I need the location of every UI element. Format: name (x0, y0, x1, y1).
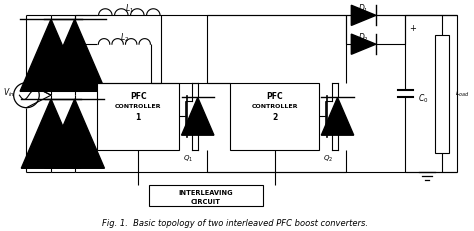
Text: +: + (410, 24, 416, 33)
Text: CONTROLLER: CONTROLLER (115, 104, 162, 109)
Text: $V_{in}$: $V_{in}$ (3, 86, 15, 99)
Text: $L_1$: $L_1$ (125, 2, 134, 15)
Polygon shape (20, 19, 82, 91)
Text: CONTROLLER: CONTROLLER (251, 104, 298, 109)
Polygon shape (351, 34, 376, 54)
Polygon shape (21, 99, 81, 168)
Polygon shape (351, 5, 376, 25)
Text: 2: 2 (272, 113, 277, 122)
Text: $C_0$: $C_0$ (418, 92, 428, 105)
Polygon shape (321, 97, 354, 135)
Polygon shape (45, 99, 104, 168)
Bar (230, 83, 319, 150)
Text: $D_1$: $D_1$ (358, 2, 369, 15)
Text: PFC: PFC (266, 92, 283, 101)
Text: Fig. 1.  Basic topology of two interleaved PFC boost converters.: Fig. 1. Basic topology of two interleave… (102, 219, 368, 228)
Text: CIRCUIT: CIRCUIT (191, 199, 221, 205)
Polygon shape (44, 19, 106, 91)
Text: $D_2$: $D_2$ (358, 31, 369, 44)
Bar (97, 83, 179, 150)
Text: $L_2$: $L_2$ (120, 31, 129, 44)
Text: PFC: PFC (130, 92, 146, 101)
Polygon shape (182, 97, 214, 135)
Bar (149, 185, 263, 206)
Text: $Q_2$: $Q_2$ (323, 154, 333, 164)
Bar (435, 35, 449, 153)
Text: $Q_1$: $Q_1$ (183, 154, 193, 164)
Text: 1: 1 (136, 113, 141, 122)
Text: INTERLEAVING: INTERLEAVING (179, 190, 233, 196)
Text: $L_{oad}$: $L_{oad}$ (455, 89, 470, 99)
